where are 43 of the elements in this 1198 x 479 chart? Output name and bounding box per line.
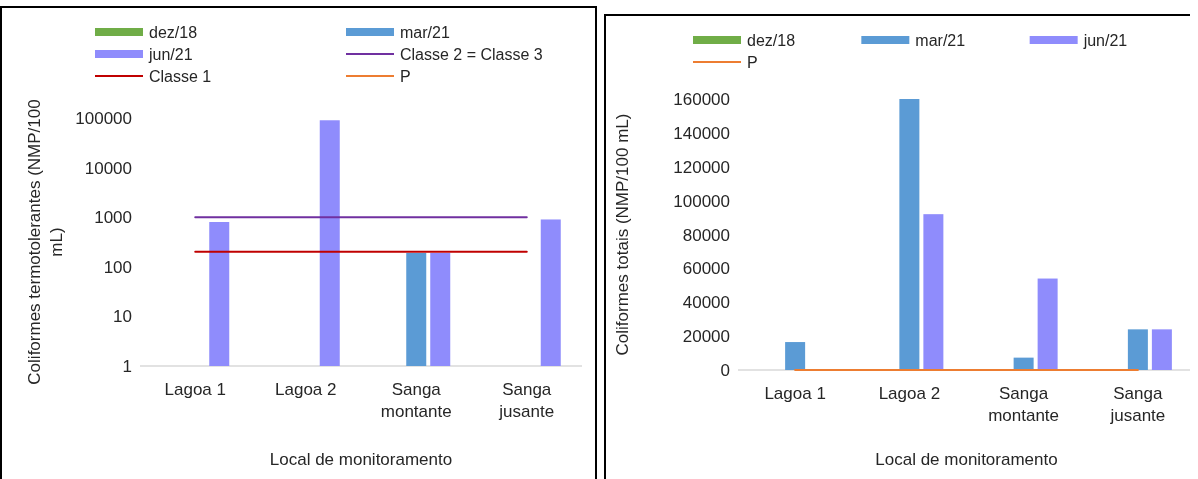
x-tick-label: Sanga montante bbox=[380, 380, 452, 421]
bar bbox=[923, 214, 944, 370]
y-tick-label: 40000 bbox=[682, 293, 730, 313]
y-tick-label: 100000 bbox=[75, 109, 132, 128]
x-tick-label: Lagoa 2 bbox=[878, 384, 941, 403]
legend-label: jun/21 bbox=[1082, 32, 1128, 49]
bar bbox=[785, 342, 806, 370]
x-tick-label: Lagoa 1 bbox=[764, 384, 826, 403]
y-tick-label: 140000 bbox=[673, 123, 730, 143]
x-tick-label: Lagoa 1 bbox=[164, 380, 226, 399]
x-tick-label: Sanga jusante bbox=[1109, 384, 1166, 425]
x-tick-label: Sanga jusante bbox=[498, 380, 555, 421]
y-tick-label: 160000 bbox=[673, 90, 730, 109]
x-tick-label: Sanga montante bbox=[988, 384, 1060, 425]
y-tick-label: 80000 bbox=[682, 225, 730, 245]
legend-label: jun/21 bbox=[148, 46, 193, 63]
y-tick-label: 1000 bbox=[94, 208, 132, 228]
y-axis-title: Coliformes termotolerantes (NMP/100 mL) bbox=[25, 99, 66, 385]
y-tick-label: 100 bbox=[103, 257, 132, 277]
legend-label: P bbox=[747, 54, 758, 71]
y-tick-label: 120000 bbox=[673, 157, 730, 177]
x-tick-label: Lagoa 2 bbox=[275, 380, 337, 399]
legend-label: mar/21 bbox=[400, 24, 450, 41]
bar bbox=[899, 99, 920, 370]
y-tick-label: 0 bbox=[720, 361, 730, 380]
legend-label: dez/18 bbox=[747, 32, 796, 49]
bar bbox=[1151, 329, 1172, 370]
y-tick-label: 60000 bbox=[682, 259, 730, 279]
legend-label: Classe 2 = Classe 3 bbox=[400, 46, 543, 63]
legend-label: mar/21 bbox=[915, 32, 966, 49]
x-axis-title: Local de monitoramento bbox=[875, 450, 1058, 469]
legend-label: P bbox=[400, 68, 411, 85]
y-tick-label: 20000 bbox=[682, 327, 730, 347]
x-axis-title: Local de monitoramento bbox=[269, 450, 453, 469]
y-axis-title: Coliformes totais (NMP/100 mL) bbox=[613, 113, 632, 356]
y-tick-label: 1 bbox=[122, 357, 132, 376]
legend-label: dez/18 bbox=[149, 24, 198, 41]
y-tick-label: 100000 bbox=[673, 191, 730, 211]
bar bbox=[1037, 278, 1058, 370]
y-tick-label: 10000 bbox=[84, 158, 132, 178]
y-tick-label: 10 bbox=[113, 307, 132, 327]
bar bbox=[1127, 329, 1148, 370]
legend-label: Classe 1 bbox=[149, 68, 212, 85]
